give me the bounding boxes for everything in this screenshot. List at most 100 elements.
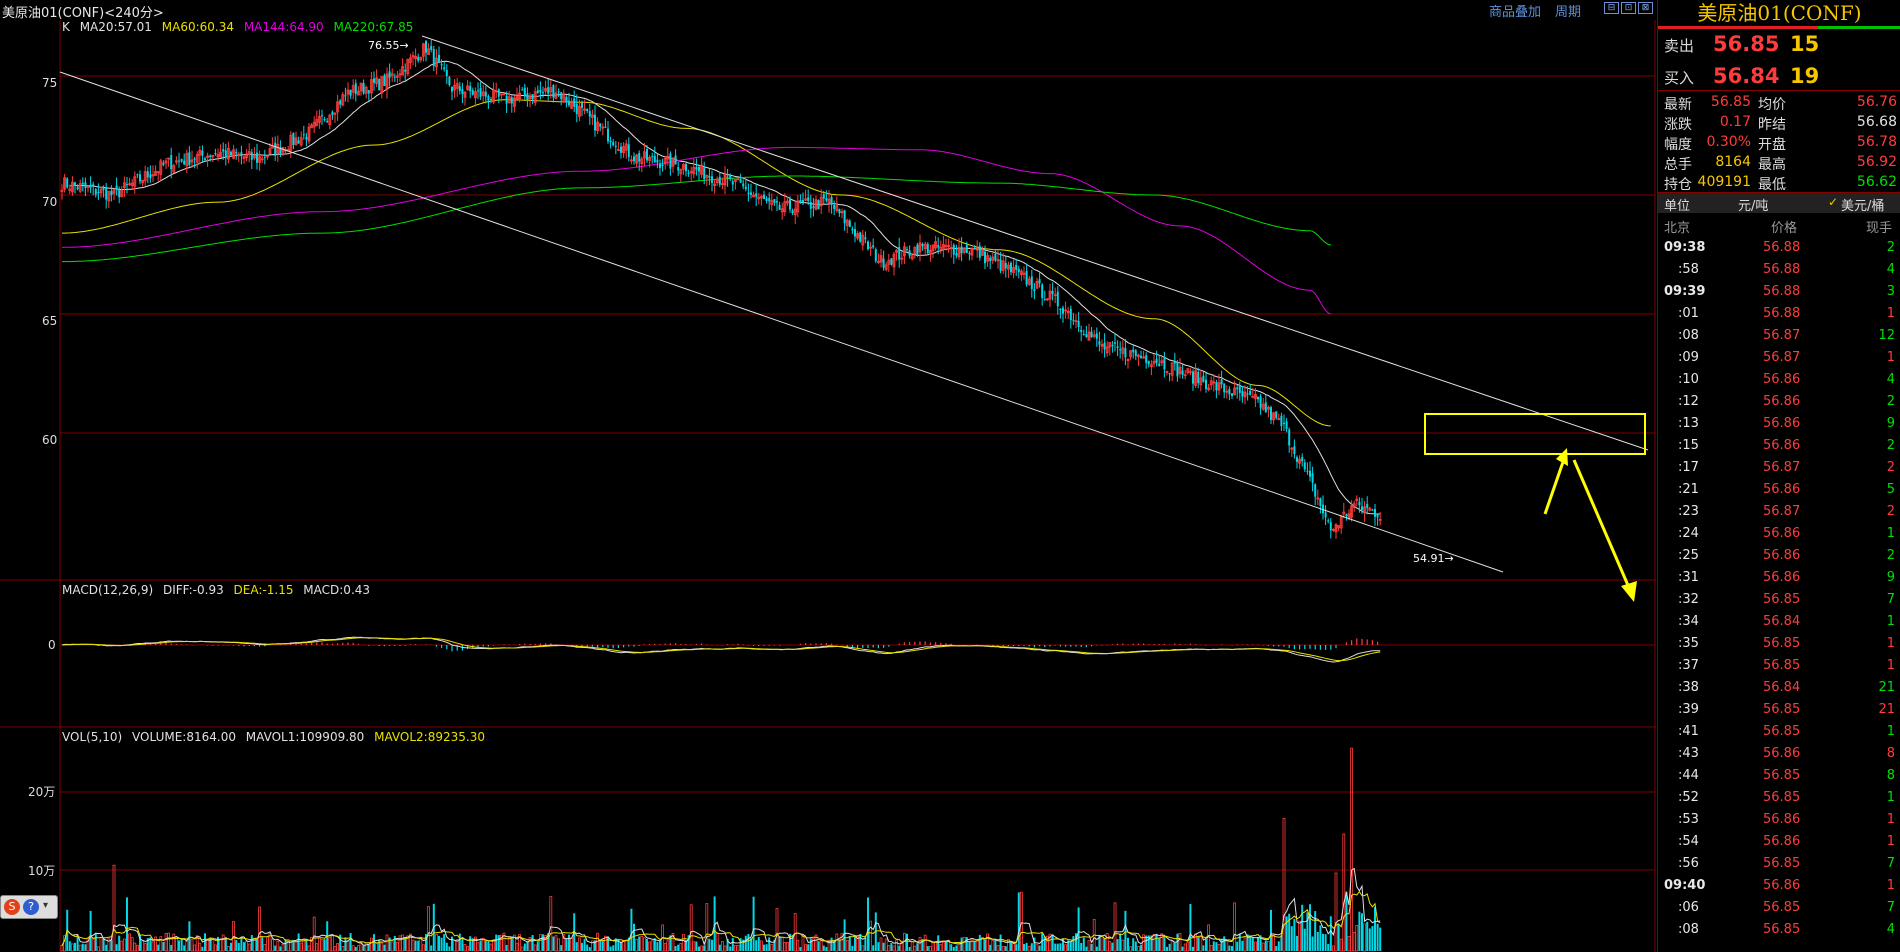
volume-bar (481, 937, 485, 952)
candle-body (505, 95, 508, 104)
tick-qty: 1 (1886, 526, 1895, 541)
volume-bar (515, 942, 519, 952)
volume-bar (118, 935, 121, 951)
candle-body (1283, 422, 1285, 425)
volume-bar (1082, 937, 1085, 951)
tick-row: :39 56.85 21 (1658, 700, 1900, 722)
unit-value[interactable]: 元/吨 (1738, 199, 1769, 214)
candle-body (143, 171, 147, 182)
candle-body (1288, 429, 1291, 446)
candle-body (1048, 290, 1052, 300)
high-label: 76.55→ (368, 39, 409, 52)
volume-bar (700, 945, 703, 952)
unit-alt[interactable]: 美元/桶 (1841, 199, 1885, 214)
candle-body (1163, 358, 1166, 370)
layout-button[interactable]: ⊟ (1604, 2, 1619, 14)
help-icon[interactable]: ? (23, 899, 39, 915)
volume-bar (1303, 928, 1306, 951)
volume-bar (879, 937, 883, 952)
volume-bar (627, 937, 630, 951)
candle-body (715, 178, 719, 183)
volume-bar (247, 943, 251, 952)
candle-body (1249, 390, 1252, 395)
volume-bar (560, 945, 563, 951)
restore-button[interactable]: ⊡ (1621, 2, 1636, 14)
close-button[interactable]: ⊠ (1638, 2, 1653, 14)
candle-body (1228, 389, 1231, 395)
s-logo-icon[interactable]: S (4, 899, 20, 915)
volume-bar (711, 939, 713, 951)
tool-widget[interactable]: S ? ▾ (0, 895, 58, 919)
candle-body (736, 178, 740, 181)
legend-k: K (62, 20, 70, 34)
volume-bar (461, 937, 464, 951)
trend-line-lower (59, 71, 1504, 573)
volume-bar (315, 943, 319, 952)
volume-bar (204, 933, 206, 951)
volume-bar (398, 935, 402, 952)
volume-bar (742, 939, 745, 951)
volume-bar (1010, 941, 1012, 951)
stat-value: 56.85 (1710, 94, 1751, 110)
candle-body (596, 121, 599, 132)
volume-bar (1103, 938, 1106, 951)
candle-body (1243, 391, 1247, 398)
volume-bar (1355, 924, 1359, 952)
candle-body (1223, 383, 1226, 393)
candle-body (926, 244, 929, 254)
volume-bar (671, 933, 675, 952)
volume-bar (78, 944, 82, 952)
candle-body (1158, 363, 1161, 366)
candle-body (351, 85, 355, 93)
candle-body (692, 166, 696, 175)
overlay-products-link[interactable]: 商品叠加 (1489, 5, 1542, 20)
period-link[interactable]: 周期 (1555, 5, 1582, 20)
tick-time: :37 (1678, 658, 1699, 673)
candle-body (333, 112, 337, 115)
tick-row: :01 56.88 1 (1658, 304, 1900, 326)
candle-body (1197, 372, 1200, 384)
volume-bar (843, 919, 846, 951)
volume-bar (502, 932, 506, 952)
tick-price: 56.87 (1763, 460, 1801, 475)
candle-body (1092, 334, 1096, 337)
candle-body (477, 90, 479, 92)
tick-price: 56.85 (1763, 702, 1801, 717)
candle-body (490, 98, 492, 100)
volume-bar (1316, 932, 1319, 951)
volume-bar (1379, 927, 1382, 951)
stat-label: 最高 (1758, 157, 1786, 173)
chart-area[interactable]: K MA20:57.01 MA60:60.34 MA144:64.90 MA22… (0, 20, 1656, 952)
candle-body (669, 153, 672, 169)
volume-bar (1251, 937, 1254, 951)
volume-bar (825, 947, 828, 951)
candle-body (1140, 355, 1142, 358)
volume-bar (1329, 916, 1332, 951)
volume-bar (617, 939, 620, 951)
tick-time: :38 (1678, 680, 1699, 695)
candle-body (726, 176, 729, 178)
volume-bar (438, 935, 440, 951)
tick-qty: 2 (1886, 240, 1895, 255)
candle-body (499, 93, 503, 96)
volume-bar (890, 942, 893, 951)
candle-body (156, 171, 160, 174)
volume-bar (1376, 923, 1379, 951)
legend-mavol2: MAVOL2:89235.30 (374, 730, 485, 744)
volume-bar (812, 938, 815, 952)
tick-row: :35 56.85 1 (1658, 634, 1900, 656)
candle-body (1374, 509, 1376, 517)
volume-bar (154, 936, 158, 952)
tick-row: 09:40 56.86 1 (1658, 876, 1900, 898)
candle-body (947, 244, 950, 247)
volume-bar (188, 921, 191, 951)
volume-bar (729, 946, 732, 951)
chevron-down-icon[interactable]: ▾ (43, 900, 49, 911)
candle-body (297, 140, 300, 144)
candlesticks (60, 40, 1382, 539)
volume-bar (685, 940, 687, 951)
volume-bar (411, 939, 415, 952)
volume-bar (1282, 818, 1286, 952)
volume-bar (268, 933, 272, 952)
candle-body (1371, 509, 1374, 511)
